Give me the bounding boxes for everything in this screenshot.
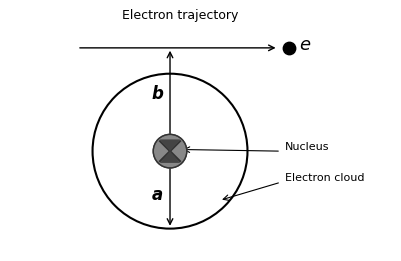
Point bbox=[285, 46, 291, 50]
Text: a: a bbox=[151, 186, 162, 204]
Text: Nucleus: Nucleus bbox=[284, 142, 328, 152]
Text: Electron cloud: Electron cloud bbox=[284, 173, 364, 183]
Text: b: b bbox=[151, 85, 163, 103]
Polygon shape bbox=[160, 151, 180, 163]
Circle shape bbox=[153, 134, 186, 168]
Text: Electron trajectory: Electron trajectory bbox=[122, 9, 238, 22]
Text: e: e bbox=[298, 36, 310, 54]
Polygon shape bbox=[160, 139, 180, 151]
